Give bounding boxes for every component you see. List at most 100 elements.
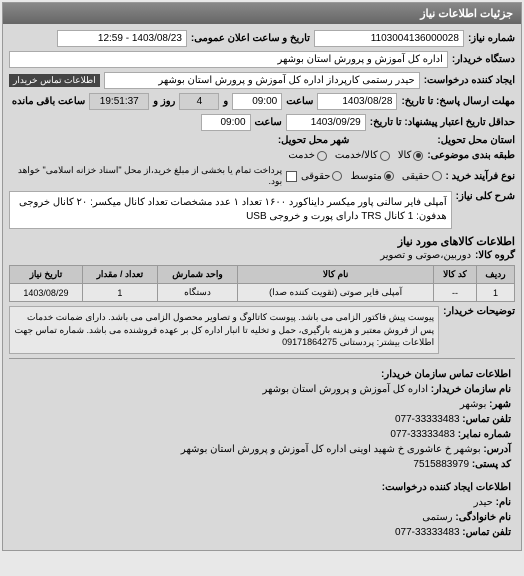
- hour-label-1: ساعت: [286, 96, 313, 107]
- validity-time: 09:00: [201, 114, 251, 131]
- row-priority: طبقه بندی موضوعی: کالا کالا/خدمت خدمت: [9, 150, 515, 161]
- priority-option-a[interactable]: کالا: [398, 150, 424, 161]
- details-panel: جزئیات اطلاعات نیاز شماره نیاز: 11030041…: [2, 2, 522, 551]
- col-qty: تعداد / مقدار: [82, 266, 157, 284]
- panel-body: شماره نیاز: 1103004136000028 تاریخ و ساع…: [3, 24, 521, 550]
- bcity-value: بوشهر: [460, 399, 486, 410]
- group-value: دوربین،صوتی و تصویر: [380, 250, 471, 261]
- process-option-a[interactable]: حقیقی: [402, 171, 442, 182]
- cname-label: نام:: [496, 497, 511, 508]
- remaining-label: ساعت باقی مانده: [12, 96, 85, 107]
- payment-note: پرداخت تمام یا بخشی از مبلغ خرید،از محل …: [9, 165, 282, 187]
- btel-value: 33333483-077: [395, 414, 460, 425]
- deliv-city-label: شهر محل تحویل:: [278, 135, 350, 146]
- request-no-label: شماره نیاز:: [468, 33, 515, 44]
- priority-radio-group: کالا کالا/خدمت خدمت: [288, 150, 423, 161]
- table-row: 1 -- آمپلی فایر صوتی (تقویت کننده صدا) د…: [10, 284, 515, 302]
- bfax-value: 33333483-077: [390, 429, 455, 440]
- radio-icon: [432, 171, 442, 181]
- cell-name: آمپلی فایر صوتی (تقویت کننده صدا): [238, 284, 434, 302]
- process-label: نوع فرآیند خرید :: [446, 171, 515, 182]
- buyer-label: دستگاه خریدار:: [452, 54, 515, 65]
- col-code: کد کالا: [434, 266, 477, 284]
- table-header-row: ردیف کد کالا نام کالا واحد شمارش تعداد /…: [10, 266, 515, 284]
- radio-icon: [317, 151, 327, 161]
- row-request-no: شماره نیاز: 1103004136000028 تاریخ و ساع…: [9, 30, 515, 47]
- btel-label: تلفن تماس:: [462, 414, 511, 425]
- validity-label: حداقل تاریخ اعتبار پیشنهاد: تا تاریخ:: [370, 117, 515, 128]
- items-table: ردیف کد کالا نام کالا واحد شمارش تعداد /…: [9, 265, 515, 302]
- radio-icon: [332, 171, 342, 181]
- org-label: نام سازمان خریدار:: [431, 384, 511, 395]
- col-date: تاریخ نیاز: [10, 266, 83, 284]
- announce-label: تاریخ و ساعت اعلان عمومی:: [191, 33, 310, 44]
- notes-label: توضیحات خریدار:: [443, 306, 515, 317]
- validity-date: 1403/09/29: [286, 114, 366, 131]
- days-label: روز و: [153, 96, 175, 107]
- cell-date: 1403/08/29: [10, 284, 83, 302]
- row-validity: حداقل تاریخ اعتبار پیشنهاد: تا تاریخ: 14…: [9, 114, 515, 131]
- deadline-date: 1403/08/28: [317, 93, 397, 110]
- divider: [9, 358, 515, 359]
- desc-value: آمپلی فایر سالنی پاور میکسر دایناکورد ۱۶…: [9, 191, 452, 229]
- bfax-label: شماره نمابر:: [458, 429, 511, 440]
- row-process: نوع فرآیند خرید : حقیقی متوسط حقوقی پردا…: [9, 165, 515, 187]
- countdown: 19:51:37: [89, 93, 149, 110]
- radio-icon: [380, 151, 390, 161]
- creator-contact-section: اطلاعات ایجاد کننده درخواست: نام: حیدر ن…: [9, 476, 515, 544]
- priority-opt-b-label: کالا/خدمت: [335, 150, 378, 161]
- bpostal-value: 7515883979: [413, 459, 469, 470]
- process-opt-c-label: حقوقی: [301, 171, 331, 182]
- requester-value: حیدر رستمی کارپرداز اداره کل آموزش و پرو…: [104, 72, 420, 89]
- radio-icon: [413, 151, 423, 161]
- deadline-label: مهلت ارسال پاسخ: تا تاریخ:: [401, 96, 515, 107]
- row-description: شرح کلی نیاز: آمپلی فایر سالنی پاور میکس…: [9, 191, 515, 229]
- row-buyer: دستگاه خریدار: اداره کل آموزش و پرورش اس…: [9, 51, 515, 68]
- request-no-value: 1103004136000028: [314, 30, 464, 47]
- process-opt-b-label: متوسط: [350, 171, 381, 182]
- cfamily-label: نام خانوادگی:: [455, 512, 511, 523]
- col-row: ردیف: [476, 266, 514, 284]
- creator-contact-title: اطلاعات ایجاد کننده درخواست:: [382, 482, 511, 493]
- treasury-checkbox[interactable]: [286, 171, 297, 182]
- ctel-label: تلفن تماس:: [462, 527, 511, 538]
- panel-title: جزئیات اطلاعات نیاز: [3, 3, 521, 24]
- row-group: گروه کالا: دوربین،صوتی و تصویر: [9, 250, 515, 261]
- cell-unit: دستگاه: [157, 284, 237, 302]
- row-delivery: استان محل تحویل: شهر محل تحویل:: [9, 135, 515, 146]
- priority-opt-c-label: خدمت: [288, 150, 315, 161]
- deliv-state-label: استان محل تحویل:: [437, 135, 515, 146]
- baddr-value: بوشهر خ عاشوری خ شهید اوینی اداره کل آمو…: [181, 444, 481, 455]
- baddr-label: آدرس:: [483, 444, 511, 455]
- process-option-b[interactable]: متوسط: [350, 171, 393, 182]
- and-label: و: [223, 96, 228, 107]
- desc-label: شرح کلی نیاز:: [456, 191, 515, 202]
- col-name: نام کالا: [238, 266, 434, 284]
- col-unit: واحد شمارش: [157, 266, 237, 284]
- buyer-contact-button[interactable]: اطلاعات تماس خریدار: [9, 74, 100, 87]
- requester-label: ایجاد کننده درخواست:: [424, 75, 515, 86]
- process-radio-group: حقیقی متوسط حقوقی: [301, 171, 442, 182]
- days-remaining: 4: [179, 93, 219, 110]
- priority-option-b[interactable]: کالا/خدمت: [335, 150, 390, 161]
- bcity-label: شهر:: [489, 399, 511, 410]
- priority-option-c[interactable]: خدمت: [288, 150, 327, 161]
- announce-value: 1403/08/23 - 12:59: [57, 30, 187, 47]
- priority-label: طبقه بندی موضوعی:: [427, 150, 515, 161]
- buyer-value: اداره کل آموزش و پرورش استان بوشهر: [9, 51, 448, 68]
- cname-value: حیدر: [474, 497, 493, 508]
- goods-info-title: اطلاعات کالاهای مورد نیاز: [9, 235, 515, 248]
- deadline-time: 09:00: [232, 93, 282, 110]
- process-opt-a-label: حقیقی: [402, 171, 430, 182]
- notes-value: پیوست پیش فاکتور الزامی می باشد. پیوست ک…: [9, 306, 439, 354]
- bpostal-label: کد پستی:: [472, 459, 511, 470]
- org-value: اداره کل آموزش و پرورش استان بوشهر: [263, 384, 428, 395]
- buyer-contact-title: اطلاعات تماس سازمان خریدار:: [381, 369, 511, 380]
- row-requester: ایجاد کننده درخواست: حیدر رستمی کارپرداز…: [9, 72, 515, 89]
- cell-rownum: 1: [476, 284, 514, 302]
- ctel-value: 33333483-077: [395, 527, 460, 538]
- process-option-c[interactable]: حقوقی: [301, 171, 343, 182]
- cell-qty: 1: [82, 284, 157, 302]
- group-label: گروه کالا:: [475, 250, 515, 261]
- cell-code: --: [434, 284, 477, 302]
